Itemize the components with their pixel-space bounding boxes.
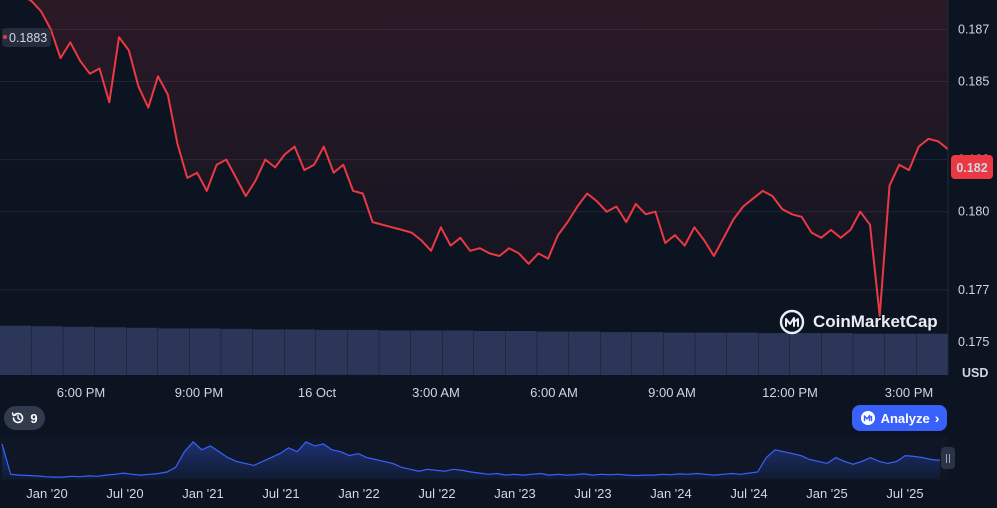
y-tick-label: 0.175 [958, 335, 989, 349]
x-tick-label: 3:00 PM [885, 385, 933, 400]
navigator-tick-label: Jan '23 [494, 486, 536, 501]
open-price-value: 0.1883 [9, 31, 47, 45]
volume-bar [379, 330, 411, 375]
price-line [27, 0, 949, 317]
price-area [29, 0, 948, 316]
volume-bar [568, 331, 600, 375]
navigator-area [2, 441, 940, 479]
y-tick-label: 0.180 [958, 205, 989, 219]
volume-bar [916, 333, 948, 375]
navigator-tick-label: Jul '25 [886, 486, 923, 501]
volume-bar [189, 328, 221, 375]
navigator-tick-label: Jan '25 [806, 486, 848, 501]
volume-bar [632, 332, 664, 375]
navigator-tick-label: Jan '20 [26, 486, 68, 501]
volume-bar [600, 332, 632, 375]
navigator[interactable]: Jan '20 Jul '20 Jan '21 Jul '21 Jan '22 Jul '… [0, 437, 948, 501]
volume-bar [410, 330, 442, 375]
current-price-value: 0.182 [956, 161, 987, 175]
navigator-tick-label: Jan '21 [182, 486, 224, 501]
volume-bar [758, 333, 790, 375]
volume-bar [442, 330, 474, 375]
volume-bar [284, 329, 316, 375]
open-price-label: 0.1883 [2, 28, 51, 47]
analyze-button[interactable]: Analyze › [852, 405, 947, 431]
volume-bar [884, 333, 916, 375]
volume-bar [94, 327, 126, 375]
navigator-tick-label: Jul '20 [106, 486, 143, 501]
navigator-tick-label: Jan '24 [650, 486, 692, 501]
volume-bar [31, 326, 63, 375]
y-tick-label: 0.177 [958, 283, 989, 297]
volume-bar [252, 329, 284, 375]
volume-bars [0, 325, 948, 375]
y-tick-label: 0.187 [958, 22, 989, 36]
brand-name: CoinMarketCap [813, 312, 938, 331]
volume-bar [63, 326, 95, 375]
volume-bar [474, 331, 506, 375]
x-tick-label: 3:00 AM [412, 385, 460, 400]
volume-bar [790, 333, 822, 375]
volume-bar [0, 325, 32, 375]
analyze-label: Analyze [880, 410, 930, 426]
coinmarketcap-logo: CoinMarketCap [779, 309, 938, 335]
x-tick-label: 12:00 PM [762, 385, 818, 400]
navigator-tick-label: Jul '21 [262, 486, 299, 501]
navigator-tick-label: Jul '22 [418, 486, 455, 501]
volume-bar [126, 327, 158, 375]
chevron-right-icon: › [934, 410, 940, 426]
x-tick-label: 6:00 AM [530, 385, 578, 400]
volume-bar [726, 332, 758, 375]
volume-bar [505, 331, 537, 375]
volume-bar [853, 333, 885, 375]
volume-bar [695, 332, 727, 375]
navigator-tick-label: Jan '22 [338, 486, 380, 501]
x-tick-label: 9:00 AM [648, 385, 696, 400]
coinmarketcap-icon [779, 309, 805, 335]
volume-bar [537, 331, 569, 375]
y-tick-label: 0.185 [958, 75, 989, 89]
x-axis-ticks: 6:00 PM 9:00 PM 16 Oct 3:00 AM 6:00 AM 9:00 A… [57, 385, 933, 400]
volume-bar [663, 332, 695, 375]
navigator-tick-label: Jul '24 [730, 486, 767, 501]
volume-bar [347, 329, 379, 375]
volume-bar [221, 328, 253, 375]
navigator-line [1, 441, 941, 478]
volume-bar [316, 329, 348, 375]
history-count: 9 [30, 410, 38, 426]
volume-bar [821, 333, 853, 375]
x-tick-label: 6:00 PM [57, 385, 105, 400]
currency-label: USD [962, 366, 988, 380]
x-tick-label: 9:00 PM [175, 385, 223, 400]
navigator-x-ticks: Jan '20 Jul '20 Jan '21 Jul '21 Jan '22 Jul '… [26, 486, 923, 501]
history-icon [12, 412, 24, 424]
navigator-tick-label: Jul '23 [574, 486, 611, 501]
y-axis-ticks: 0.187 0.185 0.182 0.180 0.177 0.175 [958, 22, 989, 349]
navigator-drag-handle[interactable] [941, 447, 955, 469]
volume-bar [158, 328, 190, 375]
history-button[interactable]: 9 [4, 406, 45, 430]
ai-sparkle-icon [860, 411, 875, 425]
x-tick-label: 16 Oct [298, 385, 337, 400]
current-price-label: 0.182 [951, 155, 993, 179]
